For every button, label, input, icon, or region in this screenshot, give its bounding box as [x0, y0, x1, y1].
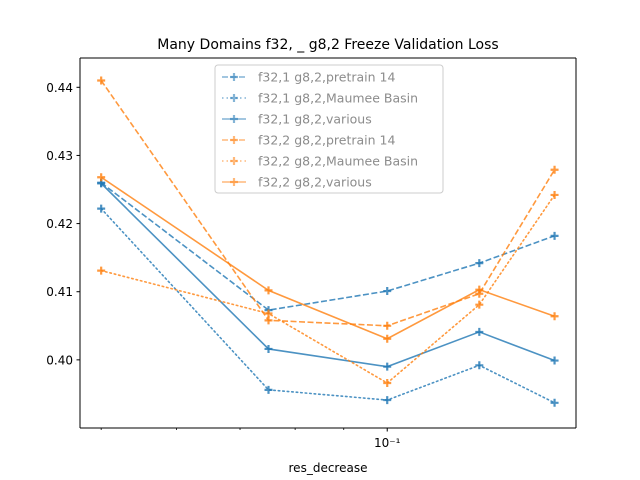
axes-layer [79, 57, 577, 429]
legend-entry: f32,1 g8,2,pretrain 14 [222, 70, 396, 85]
legend-entries: f32,1 g8,2,pretrain 14 f32,1 g8,2,Maumee … [222, 70, 418, 190]
legend-label: f32,2 g8,2,various [258, 175, 372, 190]
series-5 [97, 190, 559, 388]
data-point-marker [550, 190, 559, 199]
legend-marker [230, 115, 238, 123]
series-2 [97, 204, 559, 407]
legend-marker [230, 178, 238, 186]
data-point-marker [97, 173, 106, 182]
data-point-marker [264, 309, 273, 318]
series-layer [97, 76, 559, 407]
data-point-marker [475, 285, 484, 294]
y-tick-label: 0.41 [46, 285, 73, 299]
data-point-marker [264, 385, 273, 394]
data-point-marker [383, 362, 392, 371]
legend-entry: f32,2 g8,2,Maumee Basin [222, 154, 418, 169]
series-6 [97, 173, 559, 343]
legend-label: f32,2 g8,2,pretrain 14 [258, 133, 396, 148]
legend-marker [230, 157, 238, 165]
data-point-marker [97, 76, 106, 85]
data-point-marker [264, 344, 273, 353]
data-point-marker [97, 266, 106, 275]
data-point-marker [383, 287, 392, 296]
series-line [100, 182, 555, 311]
legend-label: f32,1 g8,2,Maumee Basin [258, 91, 418, 106]
data-point-marker [383, 379, 392, 388]
y-tick-label: 0.42 [46, 217, 73, 231]
legend-entry: f32,2 g8,2,various [222, 175, 372, 190]
legend-entry: f32,1 g8,2,various [222, 112, 372, 127]
legend-entry: f32,1 g8,2,Maumee Basin [222, 91, 418, 106]
x-axis-title: res_decrease [289, 461, 368, 475]
legend-marker [230, 94, 238, 102]
legend-frame [214, 64, 444, 194]
ticks-layer: 0.40 0.41 0.42 0.43 0.44 10⁻¹ [46, 81, 400, 450]
data-point-marker [475, 361, 484, 370]
data-point-marker [97, 204, 106, 213]
data-point-marker [383, 334, 392, 343]
data-point-marker [264, 286, 273, 295]
data-point-marker [475, 327, 484, 336]
data-point-marker [475, 259, 484, 268]
data-point-marker [383, 321, 392, 330]
y-tick-label: 0.44 [46, 81, 73, 95]
legend-label: f32,2 g8,2,Maumee Basin [258, 154, 418, 169]
data-point-marker [550, 231, 559, 240]
legend-marker [230, 136, 238, 144]
data-point-marker [475, 300, 484, 309]
x-tick-label: 10⁻¹ [374, 436, 401, 450]
data-point-marker [550, 312, 559, 321]
legend-marker [230, 73, 238, 81]
series-3 [97, 179, 559, 371]
legend-label: f32,1 g8,2,pretrain 14 [258, 70, 396, 85]
data-point-marker [550, 165, 559, 174]
data-point-marker [550, 398, 559, 407]
chart-title: Many Domains f32, _ g8,2 Freeze Validati… [157, 37, 498, 53]
legend-label: f32,1 g8,2,various [258, 112, 372, 127]
data-point-marker [383, 396, 392, 405]
data-point-marker [550, 356, 559, 365]
legend: f32,1 g8,2,pretrain 14 f32,1 g8,2,Maumee … [214, 64, 444, 194]
legend-entry: f32,2 g8,2,pretrain 14 [222, 133, 396, 148]
series-4 [97, 76, 559, 330]
data-point-marker [264, 316, 273, 325]
y-tick-label: 0.40 [46, 353, 73, 367]
y-tick-label: 0.43 [46, 149, 73, 163]
